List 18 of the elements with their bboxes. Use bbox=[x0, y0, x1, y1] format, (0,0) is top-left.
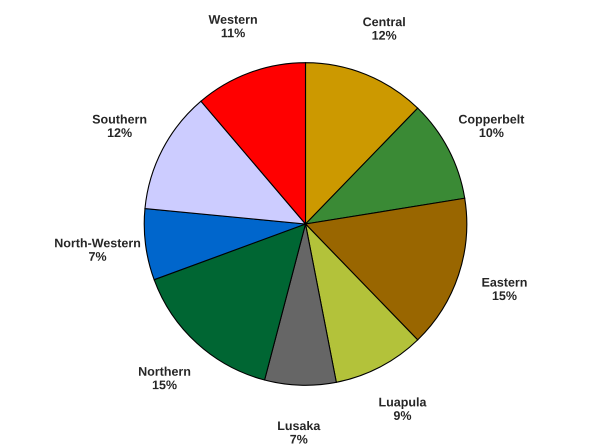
slice-label: Northern bbox=[138, 366, 190, 376]
slice-label: Eastern bbox=[482, 278, 527, 287]
data-label: 12% bbox=[372, 30, 396, 40]
data-label: 12% bbox=[108, 128, 132, 138]
slice-label: Southern bbox=[92, 114, 146, 124]
slice-label: Western bbox=[208, 15, 257, 24]
data-label: 15% bbox=[152, 380, 177, 390]
slice-label: North-Western bbox=[55, 238, 140, 248]
data-label: 7% bbox=[290, 434, 308, 444]
slice-label: Central bbox=[363, 17, 405, 26]
data-label: 15% bbox=[492, 291, 517, 300]
slice-label: Luapula bbox=[379, 397, 427, 409]
slice-label: Copperbelt bbox=[458, 114, 524, 126]
data-label: 11% bbox=[222, 28, 245, 38]
data-label: 9% bbox=[394, 411, 412, 420]
data-label: 7% bbox=[89, 252, 106, 261]
data-label: 10% bbox=[480, 128, 504, 138]
slice-label: Lusaka bbox=[278, 421, 320, 430]
